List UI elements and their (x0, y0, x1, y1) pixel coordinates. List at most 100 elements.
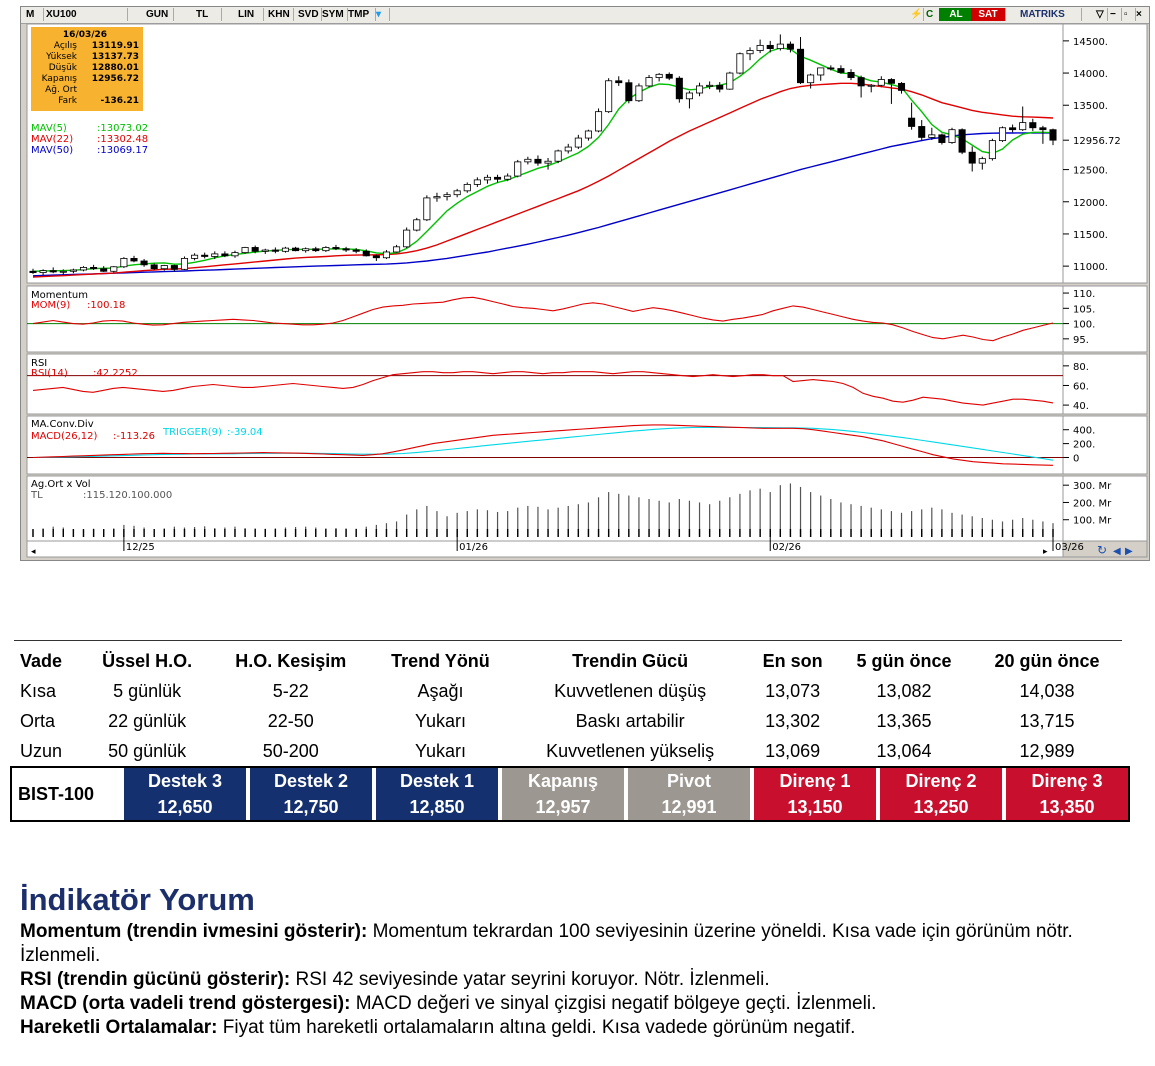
candle-body (413, 219, 421, 231)
price-tick-label: 14000. (1073, 69, 1108, 80)
table-cell: Kuvvetlenen düşüş (554, 680, 707, 701)
candle-body (302, 248, 310, 252)
level-value-4: 12,957 (500, 794, 624, 820)
table-cell: 13,069 (765, 740, 821, 761)
candle-body (281, 247, 290, 252)
currency-tl-button[interactable]: TL (193, 8, 222, 21)
close-icon[interactable]: × (1136, 9, 1142, 20)
symbol-selector[interactable]: XU100 (43, 8, 128, 21)
table-cell: Kuvvetlenen yükseliş (546, 740, 715, 761)
tmp-button[interactable]: TMP (345, 8, 376, 21)
table-cell: 13,302 (765, 710, 821, 731)
level-name-2: Destek 2 (248, 768, 372, 794)
chart-toolbar: M XU100 GUN TL LIN KHN SVD SYM TMP ▾ ⚡ C… (21, 7, 1149, 24)
sym-button[interactable]: SYM (319, 8, 348, 21)
info-label: Fark (58, 96, 78, 106)
candle-body (675, 77, 683, 100)
candle-body (90, 267, 98, 270)
candle-body (595, 111, 603, 132)
date-label: 01/26 (459, 542, 488, 553)
vol-axis-panel (1062, 475, 1148, 542)
table-row: Orta 22 günlük 22-50 Yukarı Baskı artabi… (14, 706, 1122, 736)
info-value: 12880.01 (92, 63, 139, 73)
candle-body (140, 260, 148, 266)
table-cell: 13,073 (765, 680, 821, 701)
menu-icon[interactable]: M (23, 8, 44, 21)
lightning-icon[interactable]: ⚡ (907, 8, 924, 21)
scale-lin-button[interactable]: LIN (235, 8, 264, 21)
candle-body (726, 72, 734, 90)
commentary-section: İndikatör Yorum Momentum (trendin ivmesi… (20, 882, 1130, 1040)
level-value-1: 12,650 (122, 794, 246, 820)
candle-body (978, 158, 986, 164)
candle-body (534, 158, 542, 164)
rsi-title: RSI (31, 358, 47, 369)
candle-body (332, 247, 340, 250)
svd-button[interactable]: SVD (295, 8, 322, 21)
vol-panel (26, 475, 1064, 542)
candle-body (130, 258, 138, 262)
twitter-icon[interactable]: ▾ (373, 8, 390, 21)
candle-body (120, 258, 128, 268)
level-name-5: Pivot (626, 768, 750, 794)
header-vade: Vade (20, 650, 63, 671)
candle-body (251, 247, 259, 252)
khn-button[interactable]: KHN (265, 8, 294, 21)
header-trend-yonu: Trend Yönü (391, 650, 490, 671)
date-strip (26, 540, 1064, 558)
period-gun-button[interactable]: GUN (143, 8, 174, 21)
candle-body (887, 79, 895, 84)
scroll-controls (1062, 540, 1148, 558)
candle-body (271, 249, 279, 252)
candle-body (372, 255, 380, 259)
restore-icon[interactable]: ▫ (1121, 8, 1136, 21)
mom-tick-label: 95. (1073, 335, 1089, 346)
brand-logo: MATRIKS (1017, 8, 1082, 21)
candle-body (574, 137, 582, 148)
candle-body (817, 67, 825, 76)
commentary-text: RSI 42 seviyesinde yatar seyrini koruyor… (290, 969, 770, 990)
candle-body (918, 126, 926, 138)
rsi-series-name: RSI(14) (31, 368, 68, 379)
table-row: Kısa 5 günlük 5-22 Aşağı Kuvvetlenen düş… (14, 676, 1122, 706)
candle-body (968, 151, 976, 164)
candle-body (554, 150, 562, 162)
candle-body (776, 43, 784, 49)
price-tick-label: 11000. (1073, 262, 1108, 273)
candle-body (655, 73, 663, 78)
level-value-3: 12,850 (374, 794, 498, 820)
price-tick-label: 13500. (1073, 101, 1108, 112)
candle-body (938, 134, 946, 143)
minimize-icon[interactable]: − (1107, 8, 1122, 21)
rsi-tick-label: 60. (1073, 381, 1089, 392)
macd-tick-label: 400. (1073, 426, 1095, 437)
level-value-6: 13,150 (752, 794, 876, 820)
mom-tick-label: 105. (1073, 304, 1095, 315)
level-value-7: 13,250 (878, 794, 1002, 820)
candle-body (180, 258, 189, 270)
candle-body (433, 196, 441, 199)
mom-series-value: :100.18 (87, 300, 125, 311)
mom-tick-label: 100. (1073, 320, 1095, 331)
candle-body (867, 84, 875, 87)
candle-body (897, 82, 906, 91)
candle-body (29, 270, 37, 273)
chart-svg: ◂ ▸ ↻ ◀ ▶ 14500. 14000. 13500. 12500. 12000. 11500… (26, 23, 1148, 558)
header-en-son: En son (762, 650, 823, 671)
table-cell: 5-22 (272, 680, 309, 701)
candle-body (443, 194, 451, 198)
candle-body (786, 43, 794, 50)
dropdown-icon[interactable]: ▽ (1093, 8, 1108, 21)
price-tick-label: 14500. (1073, 37, 1108, 48)
macd-line (32, 424, 1054, 466)
level-name-1: Destek 3 (122, 768, 246, 794)
level-name-7: Direnç 2 (878, 768, 1002, 794)
candle-body (1019, 122, 1027, 131)
sell-button[interactable]: SAT (971, 8, 1006, 21)
candle-body (100, 268, 108, 272)
refresh-icon: ↻ (1097, 543, 1107, 557)
level-name-8: Direnç 3 (1004, 768, 1128, 794)
candle-body (59, 270, 67, 273)
table-cell: 13,715 (1019, 710, 1075, 731)
chart-window: M XU100 GUN TL LIN KHN SVD SYM TMP ▾ ⚡ C… (20, 6, 1150, 561)
